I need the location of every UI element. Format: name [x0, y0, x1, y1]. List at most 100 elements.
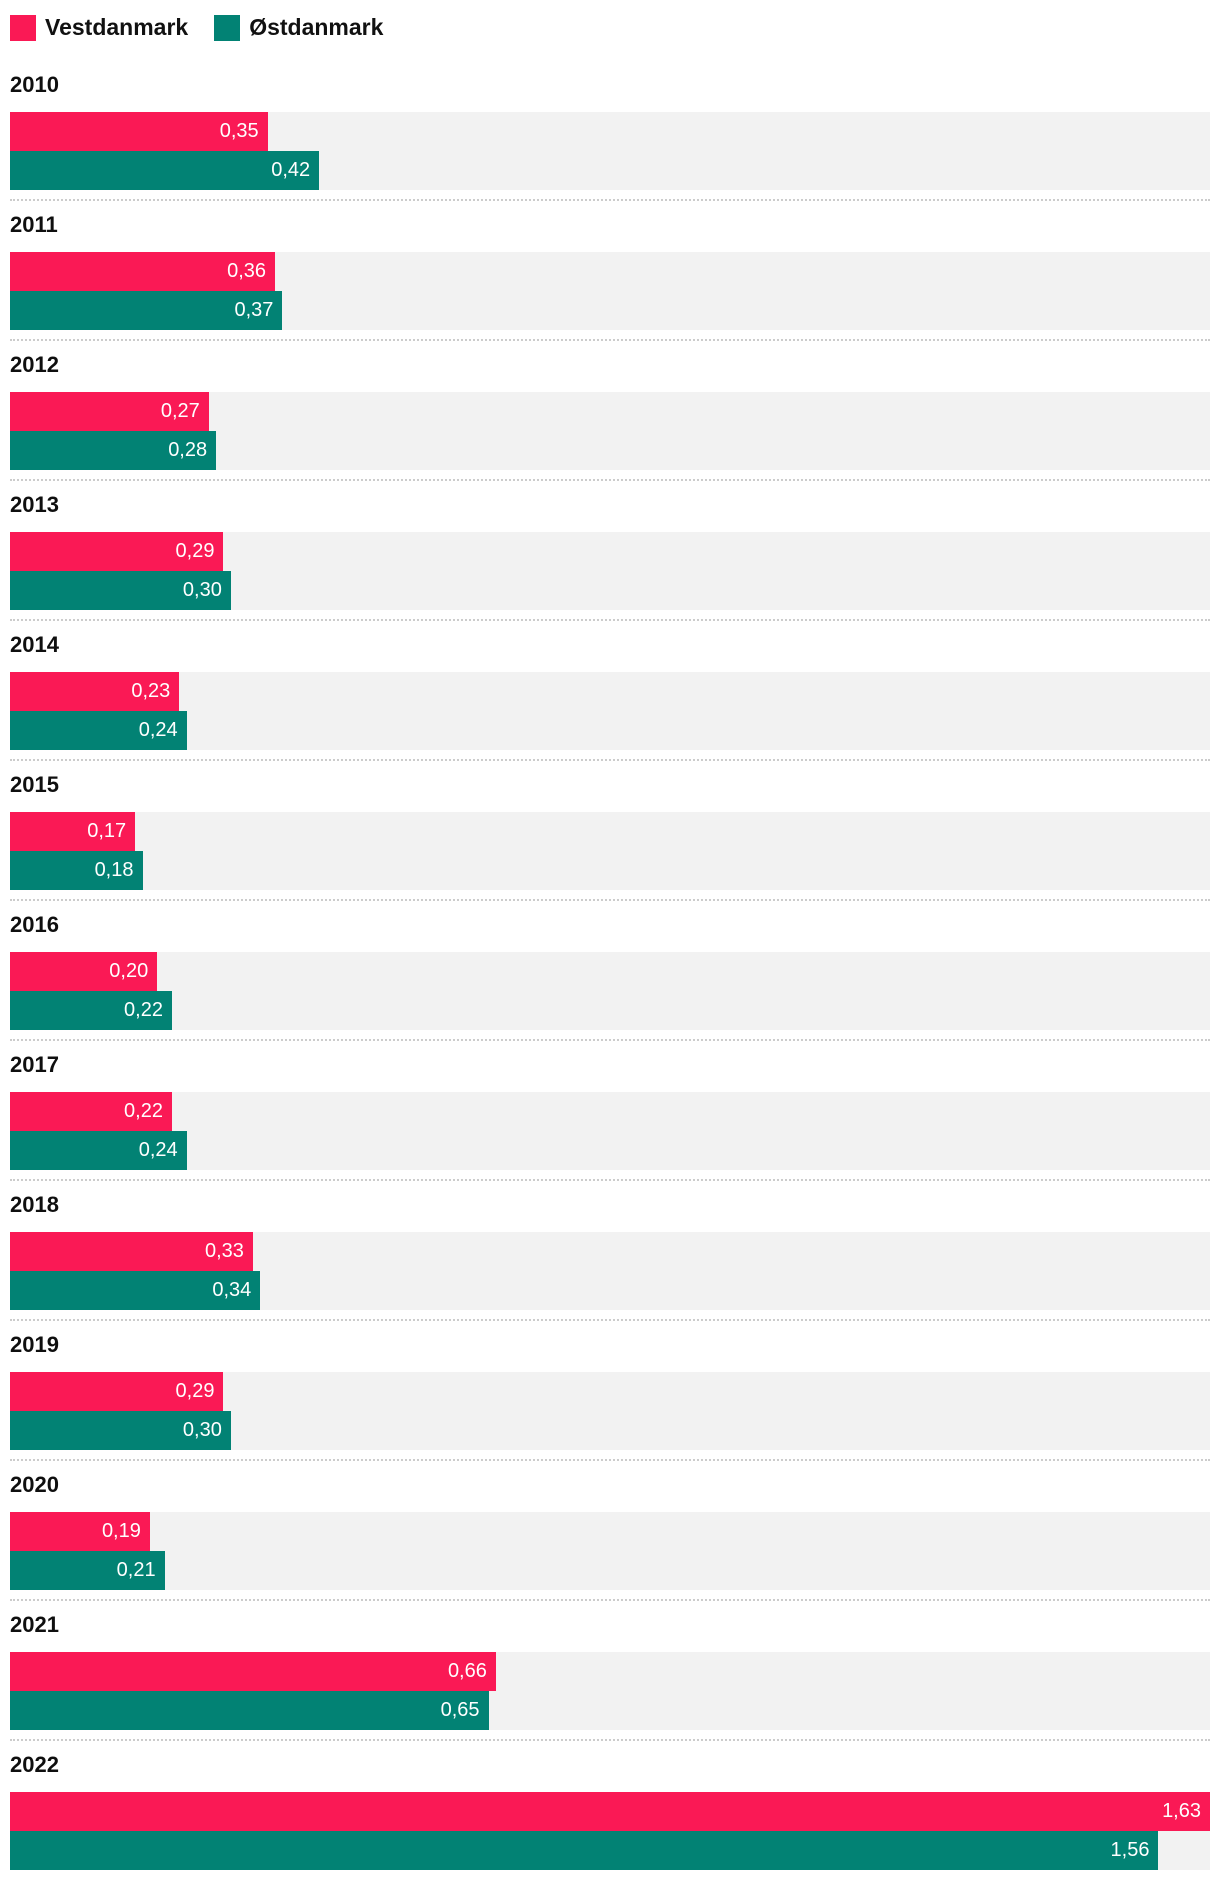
bar-track-vestdanmark: 0,66: [10, 1652, 1210, 1691]
bar-track-vestdanmark: 0,29: [10, 1372, 1210, 1411]
bar-value-label-vestdanmark: 0,27: [160, 400, 200, 422]
bar-value-label-ostdanmark: 0,37: [234, 299, 274, 321]
bar-vestdanmark: 0,22: [10, 1092, 172, 1131]
bar-value-label-vestdanmark: 0,36: [227, 260, 267, 282]
bar-vestdanmark: 0,27: [10, 392, 209, 431]
bar-ostdanmark: 0,30: [10, 1411, 231, 1450]
bar-value-label-vestdanmark: 1,63: [1162, 1800, 1201, 1822]
bar-value-label-vestdanmark: 0,19: [101, 1520, 141, 1542]
legend: Vestdanmark Østdanmark: [10, 14, 1210, 41]
bar-vestdanmark: 1,63: [10, 1792, 1210, 1831]
bar-track-ostdanmark: 1,56: [10, 1831, 1210, 1870]
bar-track-ostdanmark: 0,24: [10, 1131, 1210, 1170]
year-group: 2016 0,20 0,22: [10, 901, 1210, 1041]
bar-value-label-ostdanmark: 0,21: [116, 1559, 156, 1581]
bar-track-ostdanmark: 0,28: [10, 431, 1210, 470]
year-group: 2019 0,29 0,30: [10, 1321, 1210, 1461]
bar-ostdanmark: 0,34: [10, 1271, 261, 1310]
bar-ostdanmark: 0,42: [10, 151, 320, 190]
bar-value-label-ostdanmark: 1,56: [1110, 1839, 1150, 1861]
year-group: 2014 0,23 0,24: [10, 621, 1210, 761]
legend-label-ostdanmark: Østdanmark: [249, 14, 384, 40]
bar-ostdanmark: 0,18: [10, 851, 143, 890]
year-group: 2010 0,35 0,42: [10, 61, 1210, 201]
bar-vestdanmark: 0,35: [10, 112, 268, 151]
bar-track-vestdanmark: 0,17: [10, 812, 1210, 851]
bar-ostdanmark: 0,37: [10, 291, 283, 330]
bar-ostdanmark: 1,56: [10, 1831, 1159, 1870]
bar-track-vestdanmark: 0,35: [10, 112, 1210, 151]
bar-track-ostdanmark: 0,18: [10, 851, 1210, 890]
bar-value-label-vestdanmark: 0,23: [131, 680, 171, 702]
bar-track-ostdanmark: 0,65: [10, 1691, 1210, 1730]
year-group: 2017 0,22 0,24: [10, 1041, 1210, 1181]
year-group: 2015 0,17 0,18: [10, 761, 1210, 901]
year-label: 2016: [10, 912, 59, 937]
bar-track-vestdanmark: 0,33: [10, 1232, 1210, 1271]
bar-track-vestdanmark: 0,23: [10, 672, 1210, 711]
legend-item-vestdanmark: Vestdanmark: [10, 14, 188, 41]
bar-value-label-ostdanmark: 0,18: [94, 859, 134, 881]
bar-value-label-vestdanmark: 0,22: [124, 1100, 163, 1122]
bar-vestdanmark: 0,20: [10, 952, 158, 991]
bar-value-label-ostdanmark: 0,28: [168, 439, 208, 461]
year-label: 2014: [10, 632, 59, 657]
bar-value-label-ostdanmark: 0,42: [271, 159, 311, 181]
year-group: 2012 0,27 0,28: [10, 341, 1210, 481]
bar-track-vestdanmark: 0,22: [10, 1092, 1210, 1131]
bar-value-label-ostdanmark: 0,22: [124, 999, 163, 1021]
year-label: 2021: [10, 1612, 59, 1637]
year-group: 2021 0,66 0,65: [10, 1601, 1210, 1741]
bar-ostdanmark: 0,28: [10, 431, 217, 470]
bar-vestdanmark: 0,29: [10, 532, 224, 571]
bar-vestdanmark: 0,19: [10, 1512, 150, 1551]
bar-ostdanmark: 0,65: [10, 1691, 489, 1730]
bar-vestdanmark: 0,36: [10, 252, 276, 291]
bar-track-vestdanmark: 0,27: [10, 392, 1210, 431]
year-group: 2018 0,33 0,34: [10, 1181, 1210, 1321]
bar-value-label-vestdanmark: 0,29: [175, 1380, 215, 1402]
bar-track-vestdanmark: 1,63: [10, 1792, 1210, 1831]
bar-ostdanmark: 0,30: [10, 571, 231, 610]
bar-value-label-ostdanmark: 0,24: [138, 1139, 178, 1161]
bar-ostdanmark: 0,24: [10, 1131, 187, 1170]
year-label: 2015: [10, 772, 59, 797]
legend-item-ostdanmark: Østdanmark: [214, 14, 383, 41]
bar-value-label-vestdanmark: 0,20: [109, 960, 149, 982]
year-label: 2013: [10, 492, 59, 517]
bar-track-vestdanmark: 0,36: [10, 252, 1210, 291]
bar-track-ostdanmark: 0,21: [10, 1551, 1210, 1590]
bar-track-ostdanmark: 0,42: [10, 151, 1210, 190]
chart-groups: 2010 0,35 0,42 2011 0,36 0,37 2012: [10, 61, 1210, 1879]
bar-track-ostdanmark: 0,30: [10, 571, 1210, 610]
bar-vestdanmark: 0,33: [10, 1232, 253, 1271]
legend-swatch-vestdanmark-icon: [10, 14, 36, 41]
bar-ostdanmark: 0,21: [10, 1551, 165, 1590]
bar-track-vestdanmark: 0,19: [10, 1512, 1210, 1551]
bar-value-label-vestdanmark: 0,35: [219, 120, 259, 142]
year-label: 2011: [10, 212, 58, 237]
legend-label-vestdanmark: Vestdanmark: [45, 14, 189, 40]
bar-vestdanmark: 0,17: [10, 812, 136, 851]
year-label: 2019: [10, 1332, 59, 1357]
year-label: 2010: [10, 72, 59, 97]
bar-value-label-ostdanmark: 0,34: [212, 1279, 252, 1301]
bar-track-ostdanmark: 0,22: [10, 991, 1210, 1030]
bar-vestdanmark: 0,29: [10, 1372, 224, 1411]
bar-value-label-vestdanmark: 0,17: [87, 820, 127, 842]
grouped-bar-chart: Vestdanmark Østdanmark 2010 0,35 0,42 20…: [10, 14, 1210, 1879]
bar-track-ostdanmark: 0,34: [10, 1271, 1210, 1310]
year-label: 2022: [10, 1752, 59, 1777]
year-group: 2020 0,19 0,21: [10, 1461, 1210, 1601]
bar-track-vestdanmark: 0,20: [10, 952, 1210, 991]
bar-track-ostdanmark: 0,30: [10, 1411, 1210, 1450]
bar-track-ostdanmark: 0,24: [10, 711, 1210, 750]
legend-swatch-ostdanmark-icon: [214, 14, 241, 41]
year-label: 2020: [10, 1472, 59, 1497]
bar-vestdanmark: 0,23: [10, 672, 180, 711]
year-group: 2013 0,29 0,30: [10, 481, 1210, 621]
year-group: 2011 0,36 0,37: [10, 201, 1210, 341]
bar-ostdanmark: 0,22: [10, 991, 172, 1030]
bar-value-label-vestdanmark: 0,33: [205, 1240, 244, 1262]
bar-value-label-vestdanmark: 0,66: [447, 1660, 487, 1682]
